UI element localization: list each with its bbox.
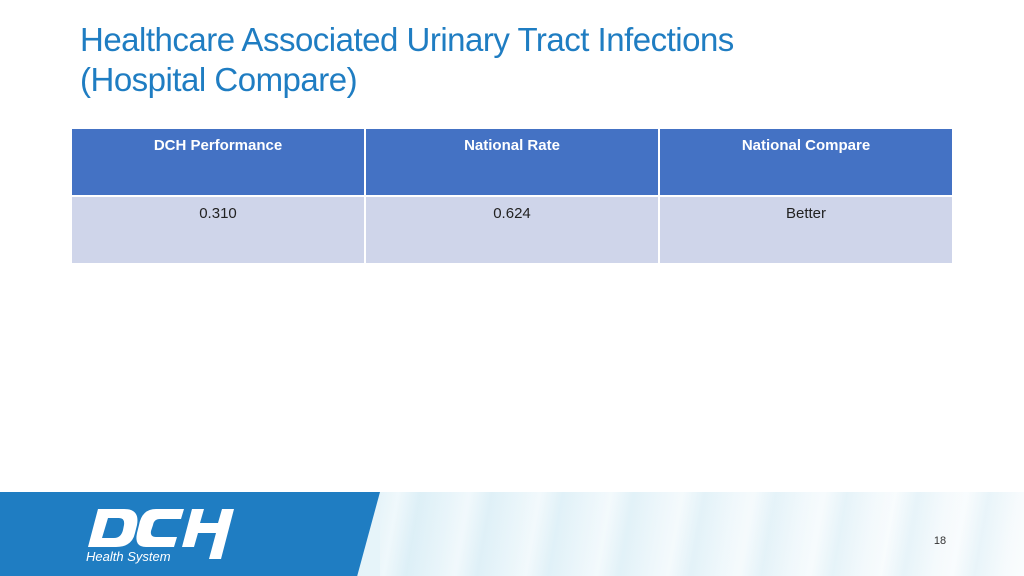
header-national-compare: National Compare — [658, 127, 954, 197]
header-dch-performance: DCH Performance — [70, 127, 366, 197]
cell-national-rate: 0.624 — [364, 195, 660, 265]
footer-decoration — [380, 492, 1024, 576]
page-number: 18 — [933, 535, 947, 547]
title-line-1: Healthcare Associated Urinary Tract Infe… — [80, 21, 734, 58]
dch-health-system-logo: Health System — [86, 509, 234, 564]
performance-table: DCH Performance National Rate National C… — [70, 127, 954, 265]
title-line-2: (Hospital Compare) — [80, 61, 358, 98]
svg-text:Health System: Health System — [86, 549, 171, 564]
header-national-rate: National Rate — [364, 127, 660, 197]
table-row: 0.310 0.624 Better — [70, 195, 954, 265]
cell-national-compare: Better — [658, 195, 954, 265]
page-title: Healthcare Associated Urinary Tract Infe… — [80, 20, 980, 100]
cell-dch-performance: 0.310 — [70, 195, 366, 265]
footer-banner — [0, 492, 1024, 576]
table-header-row: DCH Performance National Rate National C… — [70, 127, 954, 197]
